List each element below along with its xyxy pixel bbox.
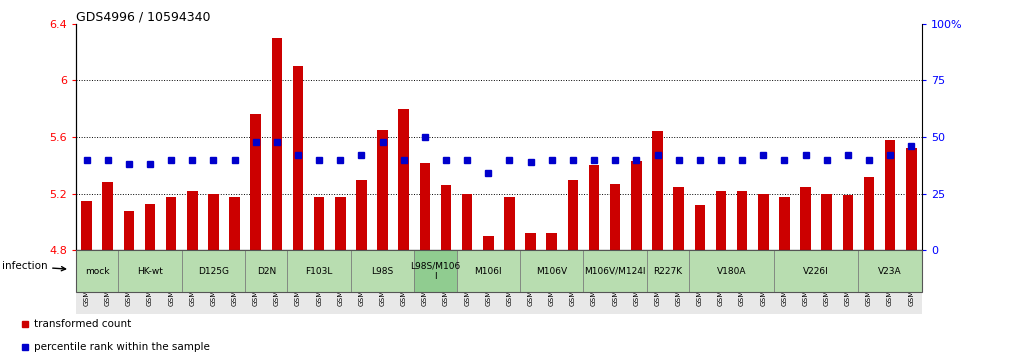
Bar	[674, 187, 684, 250]
Bar	[715, 191, 726, 250]
Bar	[457, 250, 520, 292]
Text: GDS4996 / 10594340: GDS4996 / 10594340	[76, 11, 211, 24]
Bar	[758, 194, 769, 250]
Text: HK-wt: HK-wt	[137, 267, 163, 276]
Bar	[843, 195, 853, 250]
Bar	[858, 250, 922, 292]
Bar	[181, 250, 245, 292]
Bar	[583, 250, 647, 292]
Text: R227K: R227K	[653, 267, 683, 276]
Bar	[293, 66, 303, 250]
Bar	[647, 250, 689, 292]
Bar	[245, 250, 288, 292]
Bar	[631, 161, 641, 250]
Bar	[822, 194, 832, 250]
Bar	[774, 250, 858, 292]
Bar	[419, 163, 431, 250]
Text: V23A: V23A	[878, 267, 902, 276]
Bar	[589, 166, 600, 250]
Bar	[736, 191, 748, 250]
Text: L98S: L98S	[372, 267, 394, 276]
Text: M106V: M106V	[536, 267, 567, 276]
Bar	[208, 194, 219, 250]
Bar	[884, 140, 895, 250]
Bar	[229, 197, 240, 250]
Text: V180A: V180A	[717, 267, 747, 276]
Bar	[377, 130, 388, 250]
Text: D2N: D2N	[256, 267, 276, 276]
Bar	[124, 211, 134, 250]
Bar	[250, 114, 261, 250]
Bar	[398, 109, 409, 250]
Text: V226I: V226I	[803, 267, 829, 276]
Text: D125G: D125G	[198, 267, 229, 276]
Bar	[187, 191, 198, 250]
Bar	[483, 236, 493, 250]
Text: F103L: F103L	[306, 267, 333, 276]
Bar	[166, 197, 176, 250]
Bar	[800, 187, 810, 250]
Bar	[864, 177, 874, 250]
Bar	[462, 194, 472, 250]
Bar	[906, 148, 917, 250]
Bar	[526, 233, 536, 250]
Bar	[314, 197, 324, 250]
Bar	[695, 205, 705, 250]
Text: percentile rank within the sample: percentile rank within the sample	[34, 342, 211, 352]
Bar	[567, 180, 578, 250]
Bar	[102, 182, 113, 250]
Bar	[335, 197, 345, 250]
Text: M106I: M106I	[474, 267, 502, 276]
Text: transformed count: transformed count	[34, 319, 132, 329]
Bar	[81, 201, 92, 250]
Bar	[119, 250, 181, 292]
Bar	[504, 197, 515, 250]
Bar	[652, 131, 663, 250]
Bar	[288, 250, 350, 292]
Text: M106V/M124I: M106V/M124I	[585, 267, 646, 276]
Bar	[271, 38, 283, 250]
Bar	[357, 180, 367, 250]
Bar	[610, 184, 621, 250]
Bar	[350, 250, 414, 292]
Bar	[689, 250, 774, 292]
Text: infection: infection	[2, 261, 66, 271]
Bar	[520, 250, 583, 292]
Bar	[546, 233, 557, 250]
Text: L98S/M106
I: L98S/M106 I	[410, 262, 461, 281]
Bar	[145, 204, 155, 250]
Text: mock: mock	[85, 267, 109, 276]
Bar	[76, 250, 119, 292]
Bar	[441, 185, 452, 250]
Bar	[779, 197, 790, 250]
Bar	[414, 250, 457, 292]
